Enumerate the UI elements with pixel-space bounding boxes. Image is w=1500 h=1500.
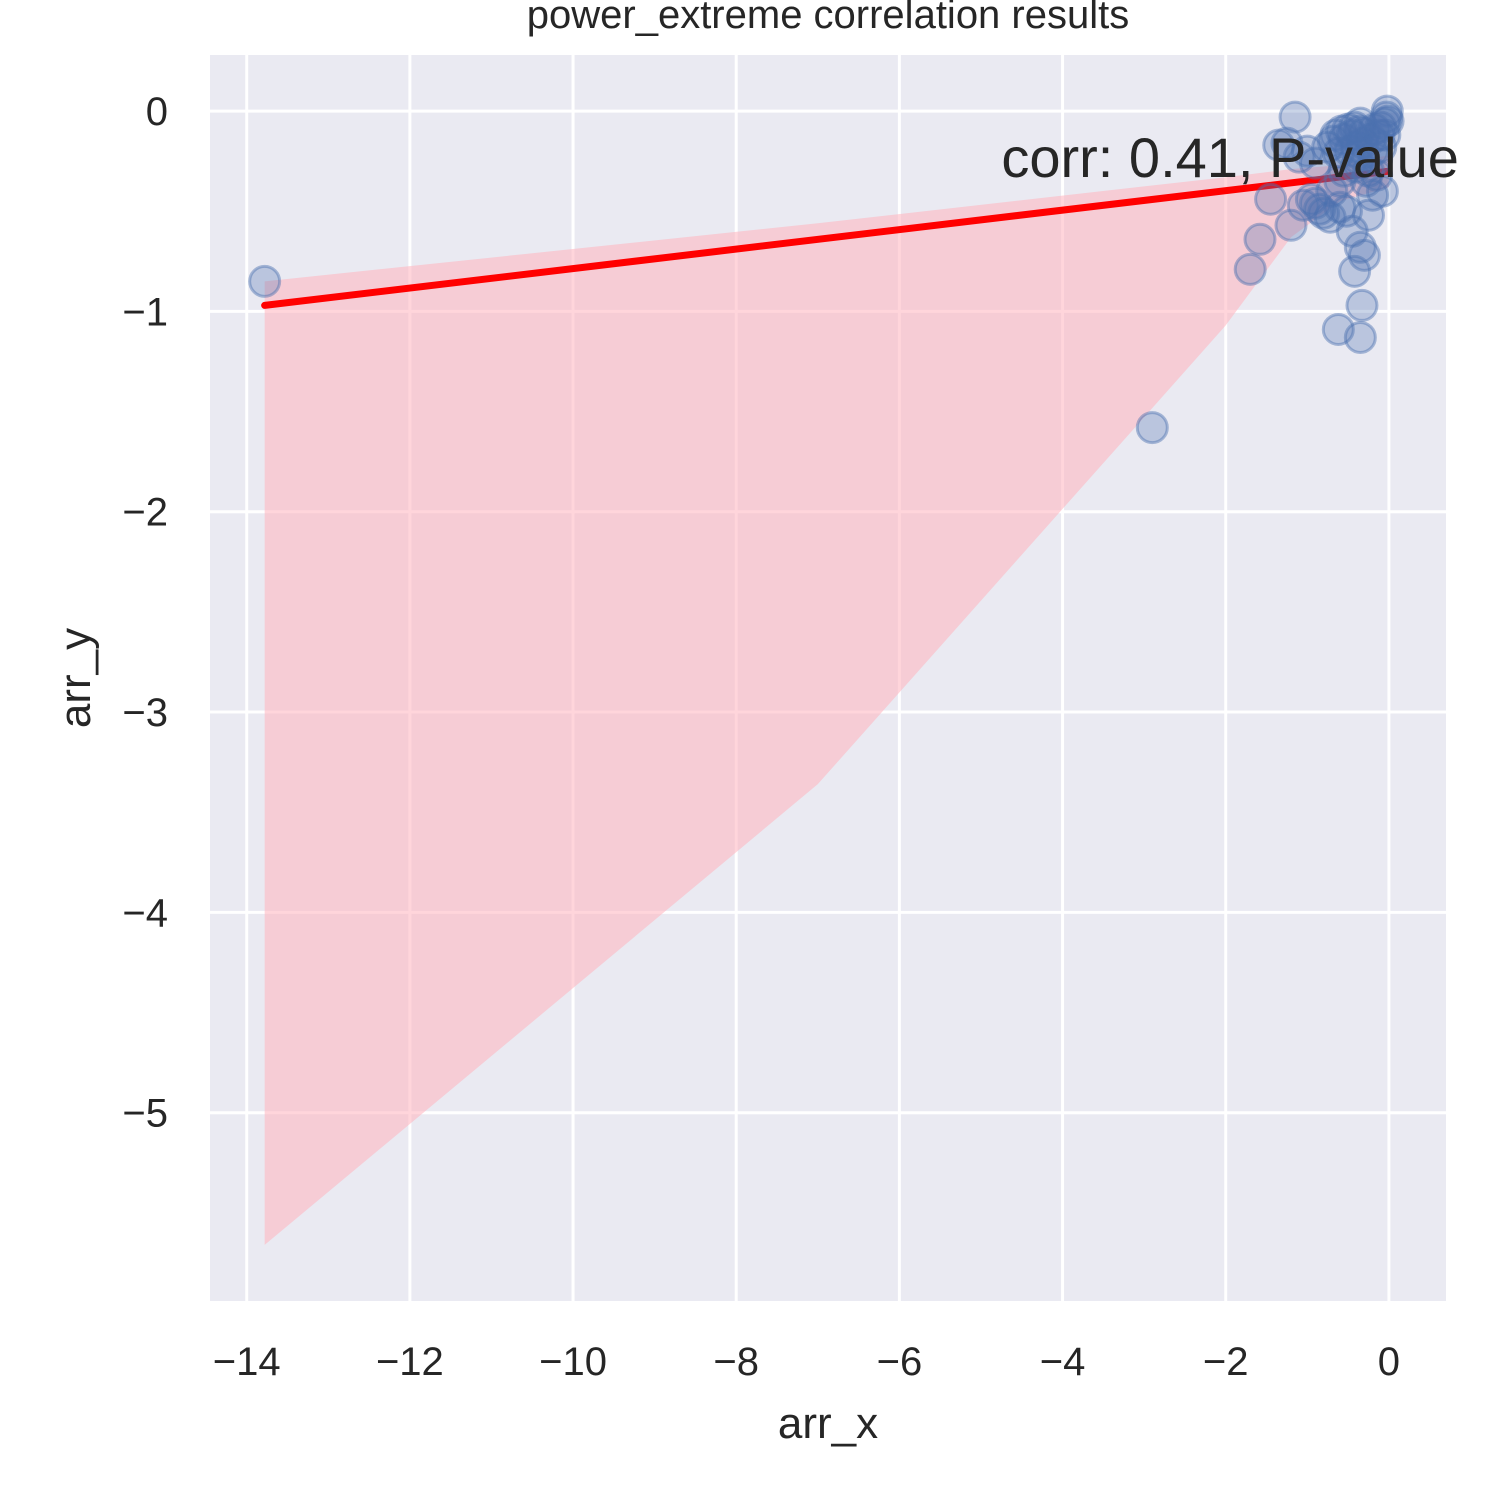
data-point (1286, 188, 1320, 222)
data-point (1370, 94, 1404, 128)
x-tick-label: −2 (1203, 1340, 1249, 1384)
x-tick-label: −10 (539, 1340, 607, 1384)
data-point (1313, 200, 1347, 234)
data-point (1344, 138, 1378, 172)
data-point (1351, 198, 1385, 232)
data-point (1339, 150, 1373, 184)
data-point (1364, 130, 1398, 164)
y-tick-label: −4 (122, 891, 168, 935)
data-point (1315, 174, 1349, 208)
data-point (1327, 122, 1361, 156)
data-point (1333, 134, 1367, 168)
data-point (1369, 100, 1403, 134)
data-point (1357, 112, 1391, 146)
data-point (1290, 134, 1324, 168)
x-tick-label: −12 (376, 1340, 444, 1384)
y-tick-label: −1 (122, 290, 168, 334)
data-point (1254, 182, 1288, 216)
data-point (1351, 154, 1385, 188)
data-point (1335, 214, 1369, 248)
data-point (1360, 142, 1394, 176)
confidence-band (264, 155, 1389, 1245)
data-point (1135, 411, 1169, 445)
regression-line-group (261, 167, 1393, 309)
x-tick-labels: −14 −12 −10 −8 −6 −4 −2 0 (213, 1340, 1400, 1384)
data-point (1338, 254, 1372, 288)
data-point (1343, 230, 1377, 264)
data-point (1356, 134, 1390, 168)
data-point (1278, 100, 1312, 134)
x-tick-label: −6 (877, 1340, 923, 1384)
data-point (1356, 178, 1390, 212)
data-point (1327, 154, 1361, 188)
data-point (1338, 110, 1372, 144)
data-point (1319, 118, 1353, 152)
data-point (1329, 194, 1363, 228)
data-point (1323, 164, 1357, 198)
data-point (1321, 312, 1355, 346)
y-tick-labels: 0 −1 −2 −3 −4 −5 (122, 90, 168, 1136)
data-point (1354, 122, 1388, 156)
data-point (248, 264, 282, 298)
data-point (1347, 238, 1381, 272)
data-point (1303, 192, 1337, 226)
data-point (1270, 126, 1304, 160)
data-point (1298, 146, 1332, 180)
data-point (1339, 130, 1373, 164)
data-point (1294, 182, 1328, 216)
data-point (1335, 118, 1369, 152)
data-point (1274, 208, 1308, 242)
data-point (1368, 118, 1402, 152)
data-point (1316, 124, 1350, 158)
data-point (1323, 190, 1357, 224)
y-tick-label: 0 (146, 90, 168, 134)
data-point (1243, 222, 1277, 256)
regression-line (261, 167, 1393, 309)
x-tick-label: 0 (1378, 1340, 1400, 1384)
x-tick-label: −14 (213, 1340, 281, 1384)
x-axis-label: arr_x (778, 1399, 878, 1448)
data-point (1311, 130, 1345, 164)
data-point (1341, 146, 1375, 180)
data-point (1321, 136, 1355, 170)
data-point (1331, 112, 1365, 146)
data-point (1371, 104, 1405, 138)
data-point (1346, 126, 1380, 160)
confidence-band-group (264, 155, 1389, 1245)
data-point (1325, 114, 1359, 148)
y-tick-label: −5 (122, 1092, 168, 1136)
chart-title: power_extreme correlation results (527, 0, 1129, 37)
data-point (1364, 110, 1398, 144)
y-tick-label: −3 (122, 691, 168, 735)
x-tick-label: −8 (713, 1340, 759, 1384)
data-point (1343, 114, 1377, 148)
data-point (1362, 118, 1396, 152)
correlation-annotation: corr: 0.41, P-value (1001, 126, 1459, 189)
data-point (1298, 186, 1332, 220)
data-point (1343, 320, 1377, 354)
data-point (1360, 158, 1394, 192)
data-point (1307, 196, 1341, 230)
data-point (1365, 174, 1399, 208)
data-points (248, 94, 1405, 445)
x-tick-label: −4 (1040, 1340, 1086, 1384)
data-point (1347, 116, 1381, 150)
data-point (1282, 140, 1316, 174)
y-tick-label: −2 (122, 491, 168, 535)
data-point (1345, 288, 1379, 322)
y-axis-label: arr_y (51, 628, 100, 728)
annotation-group: corr: 0.41, P-value (1001, 126, 1459, 189)
data-point (1349, 164, 1383, 198)
data-point (1233, 252, 1267, 286)
data-point (1262, 128, 1296, 162)
data-point (1368, 106, 1402, 140)
data-point (1343, 106, 1377, 140)
